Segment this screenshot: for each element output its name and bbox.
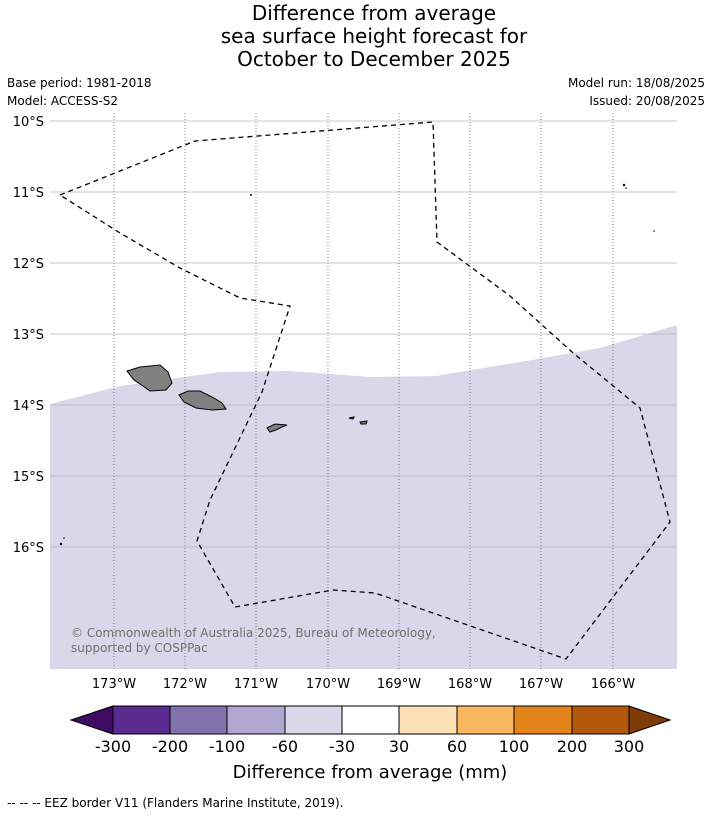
lon-label: 173°W: [92, 677, 136, 692]
lat-label: 13°S: [13, 328, 44, 343]
colorbar-tick: 60: [447, 737, 467, 756]
colorbar-segment: [112, 705, 171, 735]
lat-label: 15°S: [13, 470, 44, 485]
colorbar-segment: [169, 705, 228, 735]
title-line-1: Difference from average: [251, 1, 497, 25]
colorbar-segment: [398, 705, 458, 735]
lon-label: 166°W: [591, 677, 635, 692]
colorbar-tick: -200: [152, 737, 188, 756]
lat-labels: 10°S 11°S 12°S 13°S 14°S 15°S 16°S: [13, 115, 44, 556]
colorbar: [69, 705, 672, 735]
colorbar-tick: -300: [95, 737, 131, 756]
colorbar-title: Difference from average (mm): [233, 762, 508, 783]
lat-label: 12°S: [13, 257, 44, 272]
lat-label: 11°S: [13, 186, 44, 201]
colorbar-segment: [341, 705, 400, 735]
lat-label: 16°S: [13, 541, 44, 556]
colorbar-segment: [226, 705, 286, 735]
colorbar-ticks: -300 -200 -100 -60 -30 30 60 100 200 300: [95, 737, 644, 756]
anomaly-field: [50, 325, 677, 669]
copyright-notice: © Commonwealth of Australia 2025, Bureau…: [71, 626, 436, 655]
ofu-island: [348, 416, 355, 420]
colorbar-tick: -30: [329, 737, 355, 756]
lon-label: 172°W: [163, 677, 207, 692]
lat-gridlines: [50, 120, 677, 548]
model-name: Model: ACCESS-S2: [7, 94, 119, 108]
land-masses: [126, 364, 368, 433]
savaii-island: [126, 364, 173, 392]
lat-label: 14°S: [13, 399, 44, 414]
issued-date: Issued: 20/08/2025: [589, 94, 705, 108]
colorbar-tick: 300: [614, 737, 645, 756]
base-period: Base period: 1981-2018: [7, 76, 152, 90]
colorbar-tick: -100: [209, 737, 245, 756]
upolu-island: [178, 390, 227, 411]
lat-label: 10°S: [13, 115, 44, 130]
eez-borders: [58, 121, 671, 660]
title-line-2: sea surface height forecast for: [220, 24, 528, 48]
colorbar-tick: 30: [389, 737, 409, 756]
lon-label: 169°W: [377, 677, 421, 692]
colorbar-extend-low: [69, 705, 114, 735]
colorbar-segment: [513, 705, 573, 735]
model-run: Model run: 18/08/2025: [567, 76, 705, 90]
title-line-3: October to December 2025: [237, 47, 511, 71]
colorbar-segment: [571, 705, 630, 735]
colorbar-segment: [456, 705, 515, 735]
colorbar-segment: [284, 705, 343, 735]
tutuila-island: [266, 423, 288, 433]
colorbar-tick: 200: [557, 737, 588, 756]
colorbar-tick: 100: [499, 737, 530, 756]
colorbar-tick: -60: [272, 737, 298, 756]
lon-label: 171°W: [234, 677, 278, 692]
lon-label: 167°W: [519, 677, 563, 692]
colorbar-extend-high: [628, 705, 672, 735]
tau-island: [359, 420, 368, 425]
lon-labels: 173°W 172°W 171°W 170°W 169°W 168°W 167°…: [92, 677, 635, 692]
small-islets: [59, 183, 655, 546]
lon-label: 168°W: [448, 677, 492, 692]
eez-footnote: -- -- -- EEZ border V11 (Flanders Marine…: [7, 796, 344, 810]
lon-label: 170°W: [306, 677, 350, 692]
eez-samoa: [58, 121, 671, 660]
